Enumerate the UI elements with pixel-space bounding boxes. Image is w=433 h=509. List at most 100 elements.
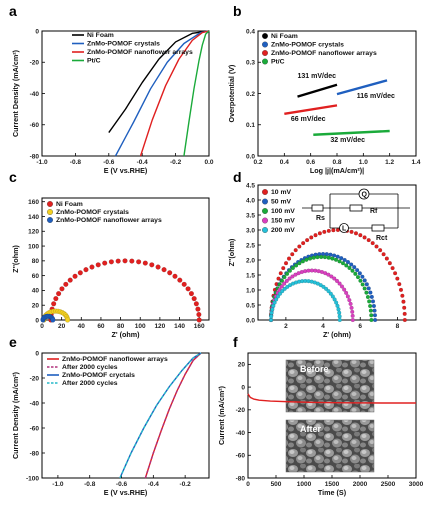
data-point bbox=[307, 256, 313, 261]
series-line bbox=[144, 352, 202, 479]
data-point bbox=[272, 300, 277, 305]
data-point bbox=[67, 277, 73, 283]
y-tick-label: 4.0 bbox=[246, 197, 255, 204]
data-point bbox=[305, 238, 310, 243]
data-point bbox=[362, 278, 367, 283]
data-point bbox=[290, 252, 295, 257]
data-point bbox=[326, 272, 331, 277]
y-tick-label: -60 bbox=[30, 425, 40, 432]
legend-entry: Pt/C bbox=[271, 59, 285, 66]
circuit-label: Rs bbox=[316, 215, 325, 222]
x-tick-label: 20 bbox=[58, 323, 66, 330]
y-tick-label: 160 bbox=[28, 199, 39, 206]
data-point bbox=[369, 294, 374, 299]
slope-annotation: 32 mV/dec bbox=[330, 137, 365, 144]
data-point bbox=[283, 261, 289, 266]
data-point bbox=[349, 262, 354, 267]
y-tick-label: -20 bbox=[236, 407, 246, 414]
data-point bbox=[342, 287, 347, 292]
data-point bbox=[384, 256, 389, 261]
cpe-element bbox=[358, 188, 370, 200]
data-point bbox=[390, 266, 395, 271]
data-point bbox=[279, 278, 285, 283]
data-point bbox=[331, 228, 336, 233]
data-point bbox=[142, 260, 148, 266]
data-point bbox=[287, 268, 292, 273]
data-point bbox=[353, 231, 359, 236]
data-point bbox=[328, 291, 333, 296]
data-point bbox=[155, 264, 161, 270]
y-tick-label: -40 bbox=[236, 430, 246, 437]
y-tick-label: 1.5 bbox=[246, 272, 255, 279]
data-point bbox=[293, 272, 298, 277]
legend-marker bbox=[262, 217, 268, 224]
data-point bbox=[326, 228, 331, 233]
data-point bbox=[332, 276, 337, 281]
data-point bbox=[50, 317, 56, 323]
data-point bbox=[274, 297, 279, 302]
data-point bbox=[188, 291, 194, 297]
x-axis-label: Z' (ohm) bbox=[323, 330, 352, 339]
x-tick-label: 1500 bbox=[325, 481, 340, 488]
data-point bbox=[372, 313, 378, 318]
tafel-line bbox=[336, 79, 388, 96]
data-point bbox=[268, 317, 274, 323]
legend-entry: 50 mV bbox=[271, 199, 291, 206]
data-point bbox=[321, 284, 326, 289]
y-tick-label: -100 bbox=[26, 475, 39, 482]
panel-label: e bbox=[9, 334, 17, 350]
data-point bbox=[306, 268, 311, 273]
legend-entry: After 2000 cycles bbox=[62, 380, 118, 387]
x-tick-label: 160 bbox=[194, 323, 205, 330]
data-point bbox=[304, 257, 309, 262]
data-point bbox=[371, 303, 376, 309]
data-point bbox=[284, 278, 289, 283]
data-point bbox=[350, 313, 355, 318]
x-tick-label: 2500 bbox=[381, 481, 396, 488]
y-tick-label: 100 bbox=[28, 243, 39, 250]
panel-c: c 0 20 40 60 80 100 120 140 160 0 20 40 60 80 100 120 140… bbox=[9, 169, 210, 339]
data-point bbox=[196, 317, 202, 323]
data-point bbox=[195, 306, 201, 312]
legend-entry: 10 mV bbox=[271, 189, 291, 196]
x-tick-label: 3000 bbox=[409, 481, 424, 488]
data-point bbox=[358, 278, 363, 283]
data-point bbox=[115, 258, 121, 264]
x-tick-label: 1.2 bbox=[385, 159, 394, 166]
data-point bbox=[369, 313, 374, 318]
data-point bbox=[337, 314, 342, 319]
legend-entry: ZnMo-POMOF crystals bbox=[56, 209, 129, 216]
data-point bbox=[297, 261, 302, 266]
data-point bbox=[319, 254, 324, 260]
data-point bbox=[59, 286, 65, 292]
data-point bbox=[349, 305, 354, 310]
x-tick-label: 0 bbox=[246, 481, 250, 488]
legend-entry: ZnMo-POMOF nanoflower arrays bbox=[62, 356, 168, 363]
data-point bbox=[366, 238, 371, 243]
tafel-line bbox=[297, 83, 338, 98]
x-tick-label: 140 bbox=[174, 323, 185, 330]
data-point bbox=[315, 255, 320, 260]
data-point bbox=[285, 271, 290, 276]
y-tick-label: 0 bbox=[35, 350, 39, 357]
data-point bbox=[324, 286, 329, 291]
y-tick-label: -80 bbox=[30, 153, 40, 160]
legend-marker bbox=[47, 217, 53, 223]
y-tick-label: 0.1 bbox=[246, 122, 255, 129]
tafel-line bbox=[313, 129, 390, 136]
resistor-rct bbox=[371, 224, 385, 232]
data-point bbox=[276, 276, 281, 281]
x-tick-label: 0 bbox=[40, 323, 44, 330]
y-axis-label: Current (mA/cm²) bbox=[217, 385, 226, 445]
panel-label: a bbox=[9, 3, 17, 19]
legend-entry: ZnMo-POMOF crystals bbox=[87, 41, 160, 48]
data-point bbox=[63, 281, 69, 287]
legend-entry: Ni Foam bbox=[271, 33, 298, 40]
y-axis-label: Current Density (mA/cm²) bbox=[11, 49, 20, 137]
data-point bbox=[322, 255, 328, 260]
x-tick-label: -0.6 bbox=[116, 481, 128, 488]
data-point bbox=[275, 294, 281, 299]
x-tick-label: -0.6 bbox=[103, 159, 115, 166]
series-line bbox=[183, 30, 210, 157]
x-tick-label: 0.8 bbox=[332, 159, 341, 166]
